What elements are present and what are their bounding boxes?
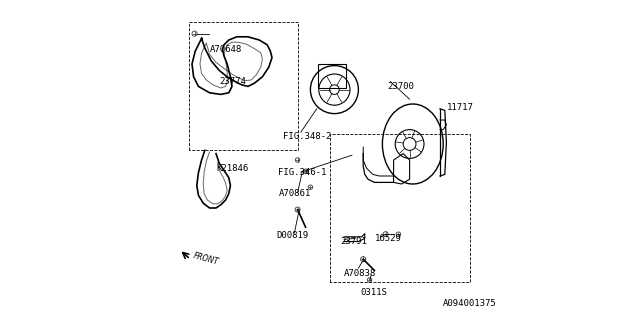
Text: A094001375: A094001375 xyxy=(443,300,497,308)
Text: K21846: K21846 xyxy=(216,164,248,172)
Text: FRONT: FRONT xyxy=(192,252,220,267)
Text: FIG.348-2: FIG.348-2 xyxy=(283,132,332,140)
Text: 0311S: 0311S xyxy=(360,288,387,297)
Text: A70838: A70838 xyxy=(344,269,376,278)
Text: 16529: 16529 xyxy=(374,234,401,243)
Text: 23791: 23791 xyxy=(340,237,367,246)
Text: FIG.346-1: FIG.346-1 xyxy=(278,168,327,177)
Text: D00819: D00819 xyxy=(277,231,309,240)
Text: 23774: 23774 xyxy=(219,77,246,86)
Text: 23700: 23700 xyxy=(387,82,414,91)
Text: A70648: A70648 xyxy=(210,45,242,54)
Text: 11717: 11717 xyxy=(447,103,473,112)
Text: A70861: A70861 xyxy=(278,189,310,198)
